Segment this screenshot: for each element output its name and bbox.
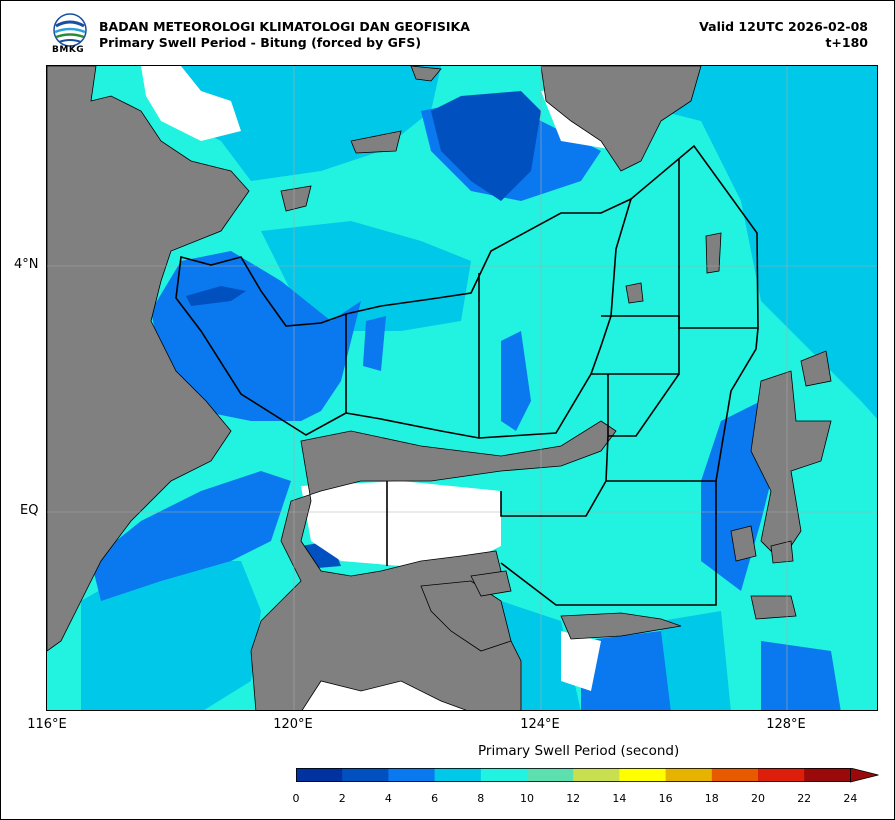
colorbar-title: Primary Swell Period (second) [478, 743, 680, 759]
agency-name: BADAN METEOROLOGI KLIMATOLOGI DAN GEOFIS… [99, 19, 470, 34]
zone-talaud [591, 315, 680, 375]
land-sula [560, 612, 682, 640]
lon-label-120e: 120°E [273, 717, 313, 732]
field-6-8-central [261, 221, 471, 331]
colorbar-tick-label: 14 [612, 792, 627, 805]
lat-label-4n: 4°N [14, 257, 39, 272]
colorbar-segment [665, 768, 713, 782]
colorbar-tick-label: 18 [704, 792, 719, 805]
valid-date: Valid 12UTC 2026-02-08 [699, 19, 868, 34]
map-title: BADAN METEOROLOGI KLIMATOLOGI DAN GEOFIS… [99, 19, 470, 51]
colorbar [296, 768, 879, 783]
valid-time: Valid 12UTC 2026-02-08 t+180 [699, 19, 868, 51]
lon-label-124e: 124°E [520, 717, 560, 732]
zone-celebes-sea-central [345, 197, 633, 439]
product-name: Primary Swell Period - Bitung (forced by… [99, 35, 422, 50]
land-sangihe [625, 232, 722, 304]
forecast-zone-boundaries [175, 144, 759, 606]
colorbar-tick-label: 10 [520, 792, 534, 805]
map-panel [46, 65, 878, 711]
zone-sangihe [630, 144, 759, 329]
field-2-4-north [431, 91, 541, 201]
land-philippines-north [540, 66, 702, 172]
colorbar-segment [527, 768, 574, 782]
swell-period-map [47, 66, 877, 710]
field-6-8-southeast [661, 611, 731, 710]
land-small-islands [730, 525, 794, 564]
land-sulawesi [250, 420, 617, 710]
field-2-4-west [186, 286, 246, 306]
lat-label-eq: EQ [20, 503, 39, 518]
field-6-8-southwest [81, 561, 261, 710]
field-6-8-northeast [661, 66, 877, 419]
lon-label-116e: 116°E [27, 717, 67, 732]
colorbar-segment [342, 768, 389, 782]
land-masses [47, 66, 832, 710]
lead-time: t+180 [825, 35, 868, 50]
land-philippines-islands [280, 66, 442, 212]
nodata-southeast [561, 631, 601, 691]
lon-label-128e: 128°E [766, 717, 806, 732]
colorbar-tick-label: 6 [431, 792, 439, 805]
zone-tomini [386, 480, 607, 566]
colorbar-border [296, 768, 851, 782]
field-4-6-makassar [91, 471, 291, 601]
colorbar-segment [619, 768, 667, 782]
colorbar-segment [758, 768, 805, 782]
land-halmahera [750, 350, 832, 562]
field-4-6-banda [581, 631, 671, 710]
colorbar-tick-label: 12 [566, 792, 581, 805]
bmkg-logo-icon [53, 13, 87, 47]
colorbar-segment [434, 768, 482, 782]
field-4-6-streak-b [363, 316, 386, 371]
field-4-6-streak-a [501, 331, 531, 431]
colorbar-tick-label: 8 [477, 792, 485, 805]
colorbar-segment [388, 768, 436, 782]
colorbar-segment [573, 768, 620, 782]
logo-text: BMKG [52, 45, 85, 55]
colorbar-tick-label: 16 [658, 792, 673, 805]
colorbar-tick-label: 22 [797, 792, 812, 805]
colorbar-segment [711, 768, 759, 782]
colorbar-segment [804, 768, 851, 782]
colorbar-tick-label: 4 [384, 792, 392, 805]
colorbar-tick-label: 0 [292, 792, 300, 805]
zone-molucca-south [500, 481, 717, 606]
zone-molucca-link [608, 373, 680, 437]
colorbar-segment [296, 768, 343, 782]
colorbar-tick-label: 20 [751, 792, 765, 805]
land-banggai [470, 570, 512, 597]
colorbar-tick-label: 2 [338, 792, 346, 805]
land-buru [750, 595, 797, 620]
nodata-north [141, 66, 241, 141]
colorbar-tick-label: 24 [843, 792, 858, 805]
field-4-6-southeast [761, 641, 841, 710]
nodata-tomini [301, 481, 501, 566]
graticule [47, 66, 877, 710]
land-borneo [47, 66, 250, 652]
colorbar-extend-arrow [850, 768, 879, 783]
colorbar-segment [480, 768, 528, 782]
